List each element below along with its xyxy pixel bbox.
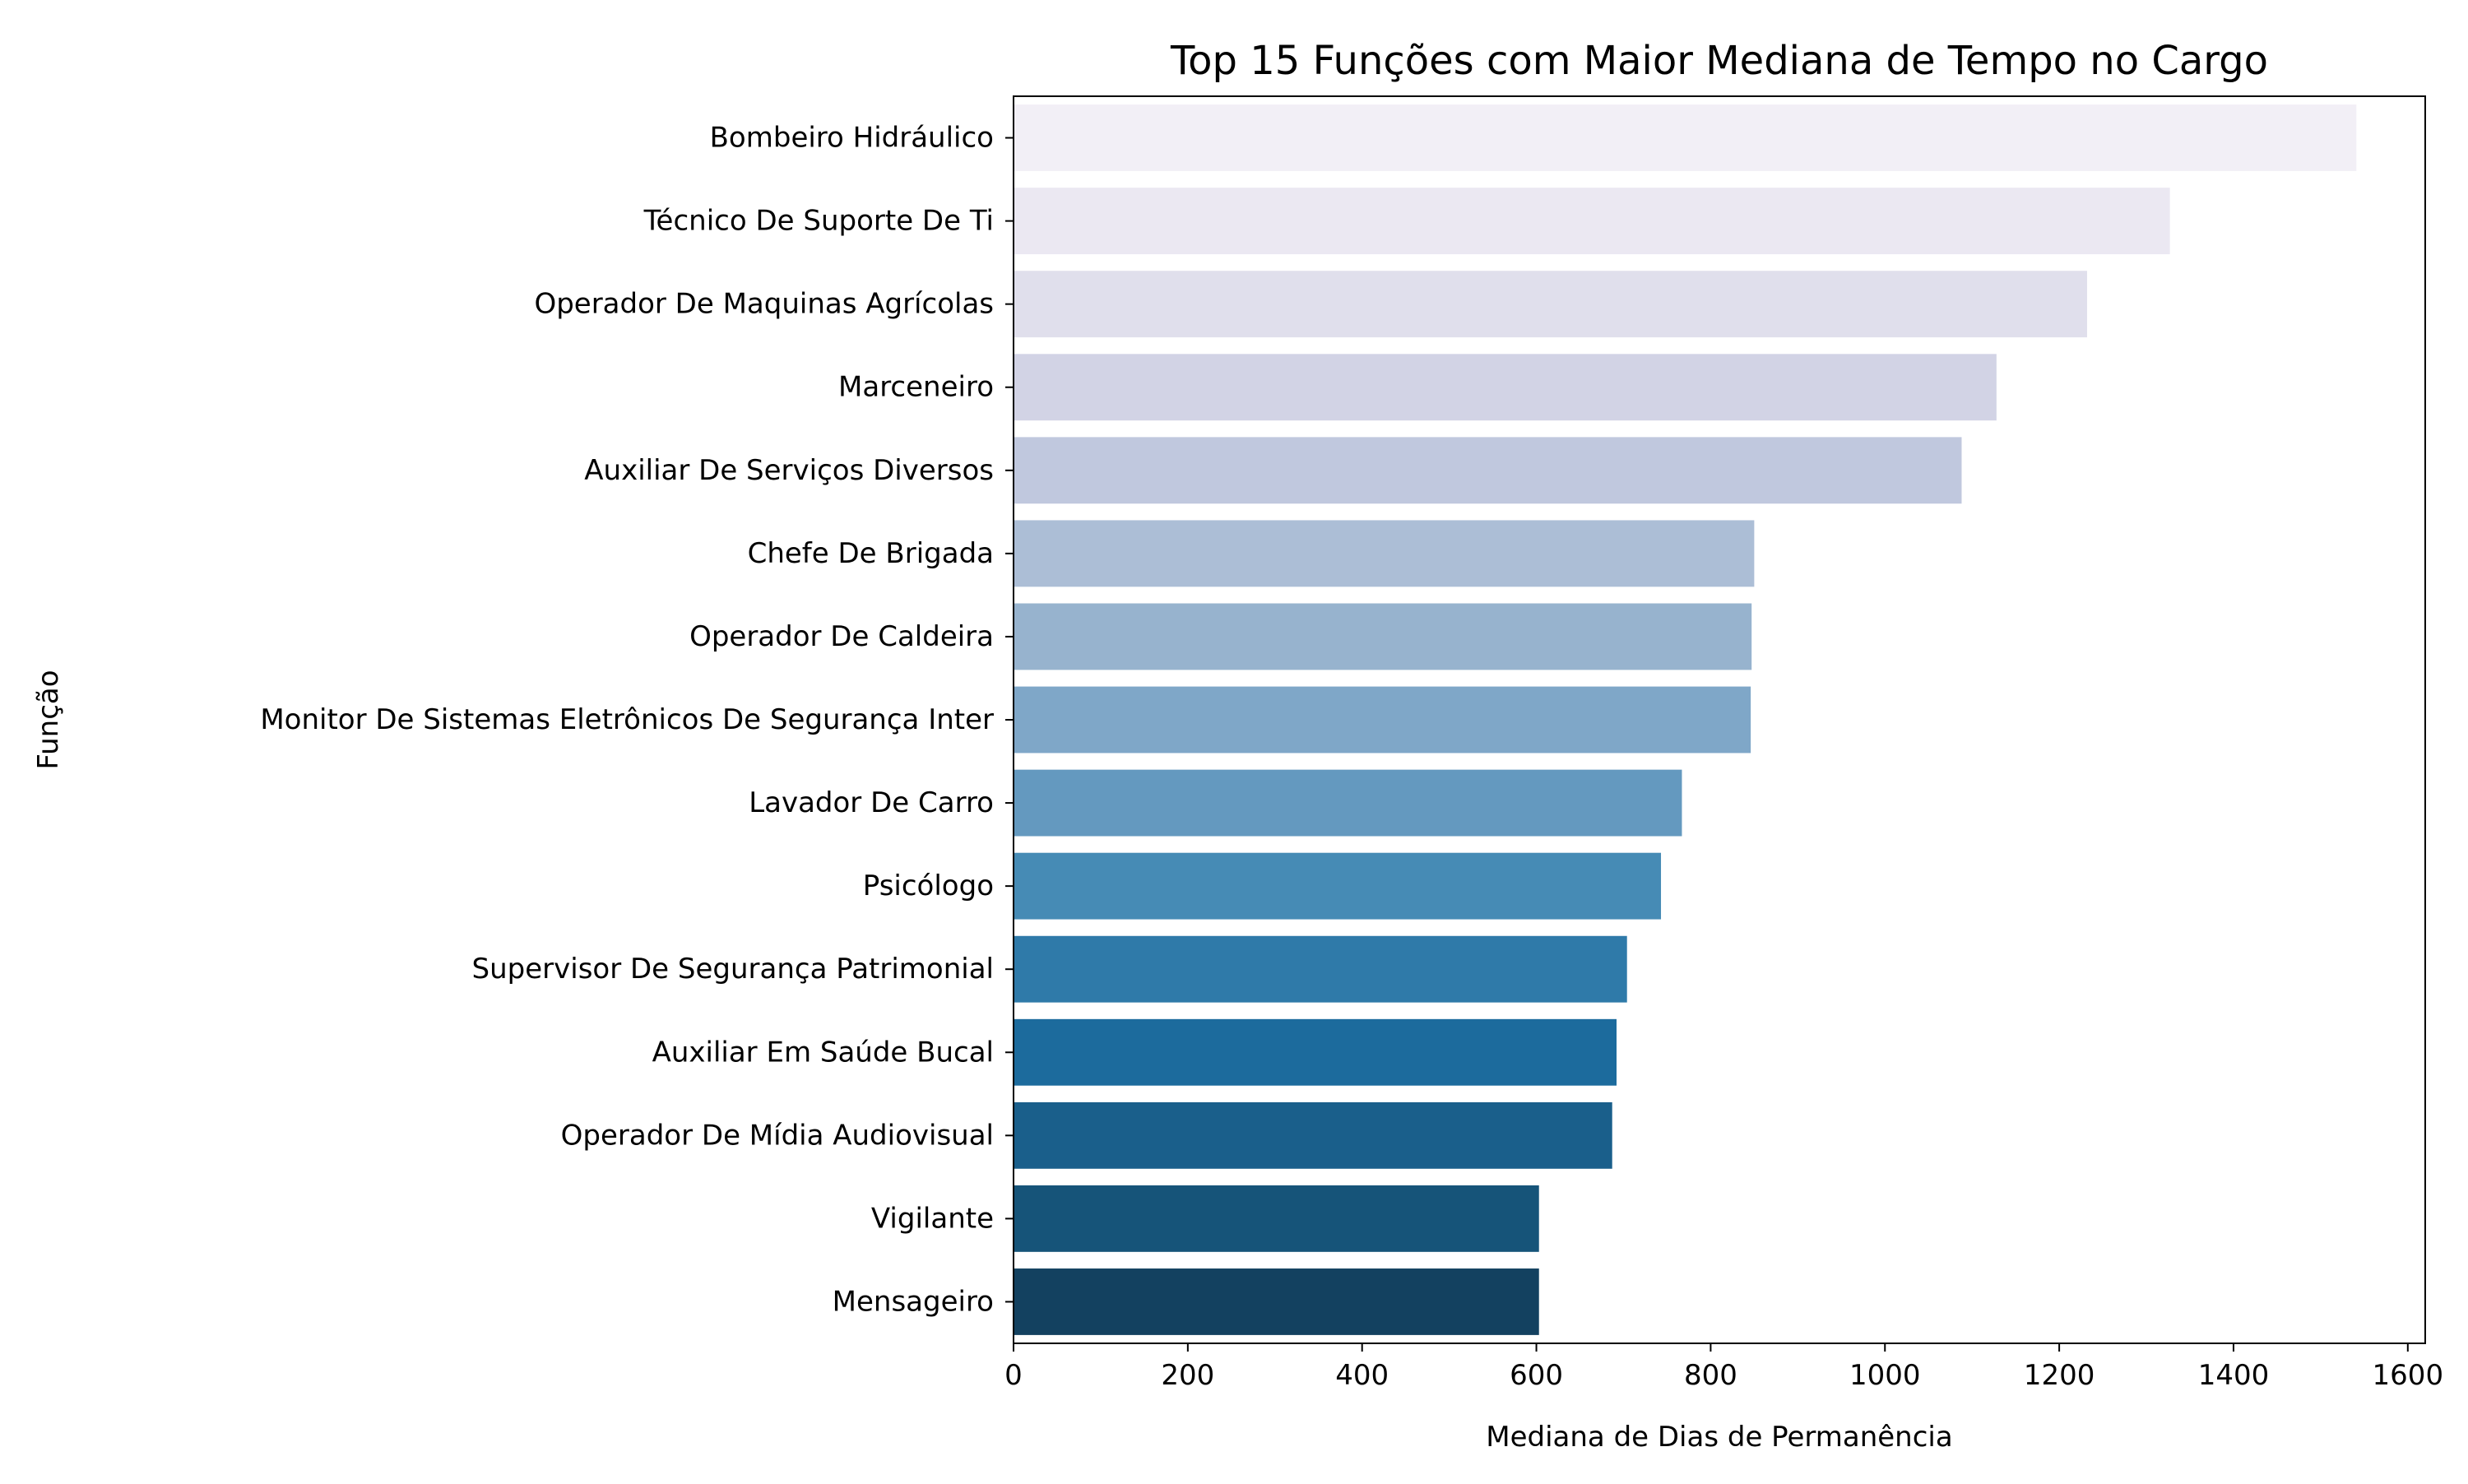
chart-title: Top 15 Funções com Maior Mediana de Temp… xyxy=(1170,38,2268,84)
x-tick-label: 800 xyxy=(1684,1359,1737,1392)
y-tick-label: Auxiliar Em Saúde Bucal xyxy=(652,1036,994,1069)
y-tick-label: Marceneiro xyxy=(838,371,994,404)
bar xyxy=(1014,271,2088,338)
bar xyxy=(1014,603,1752,670)
bar xyxy=(1014,1101,1612,1169)
x-tick-label: 0 xyxy=(1004,1359,1023,1392)
bar xyxy=(1014,437,1962,504)
x-tick-label: 400 xyxy=(1335,1359,1389,1392)
bar xyxy=(1014,104,2357,171)
y-tick-label: Mensageiro xyxy=(833,1285,994,1318)
x-tick-label: 600 xyxy=(1510,1359,1563,1392)
bar xyxy=(1014,686,1751,754)
bar xyxy=(1014,935,1627,1003)
bars-layer xyxy=(1014,104,2357,1335)
x-axis-title: Mediana de Dias de Permanência xyxy=(1486,1421,1952,1454)
x-tick-label: 1600 xyxy=(2373,1359,2444,1392)
y-tick-label: Operador De Maquinas Agrícolas xyxy=(534,288,994,321)
y-tick-label: Operador De Mídia Audiovisual xyxy=(561,1119,994,1152)
x-tick-label: 200 xyxy=(1161,1359,1214,1392)
bar xyxy=(1014,852,1662,920)
bar xyxy=(1014,520,1755,587)
x-tick-label: 1400 xyxy=(2198,1359,2270,1392)
x-tick-label: 1200 xyxy=(2024,1359,2095,1392)
bar xyxy=(1014,1268,1539,1335)
y-tick-label: Técnico De Suporte De Ti xyxy=(643,205,994,238)
y-axis-ticks: Bombeiro Hidráulico Técnico De Suporte De… xyxy=(260,122,1014,1318)
bar xyxy=(1014,354,1997,421)
y-tick-label: Psicólogo xyxy=(863,870,994,902)
bar xyxy=(1014,188,2170,255)
y-tick-label: Auxiliar De Serviços Diversos xyxy=(584,454,994,487)
y-tick-label: Lavador De Carro xyxy=(749,786,994,819)
y-axis-title: Função xyxy=(32,670,65,769)
y-tick-label: Vigilante xyxy=(871,1202,994,1235)
x-axis-ticks: 0 200 400 600 800 1000 1200 1400 1600 xyxy=(1004,1343,2443,1392)
y-tick-label: Bombeiro Hidráulico xyxy=(710,122,994,155)
x-tick-label: 1000 xyxy=(1849,1359,1921,1392)
y-tick-label: Chefe De Brigada xyxy=(748,537,994,570)
y-tick-label: Supervisor De Segurança Patrimonial xyxy=(472,953,994,985)
bar xyxy=(1014,1018,1617,1086)
bar xyxy=(1014,1185,1539,1252)
y-tick-label: Monitor De Sistemas Eletrônicos De Segur… xyxy=(260,703,994,736)
y-tick-label: Operador De Caldeira xyxy=(689,620,994,653)
bar xyxy=(1014,769,1682,837)
plot-frame xyxy=(1013,95,2426,1344)
